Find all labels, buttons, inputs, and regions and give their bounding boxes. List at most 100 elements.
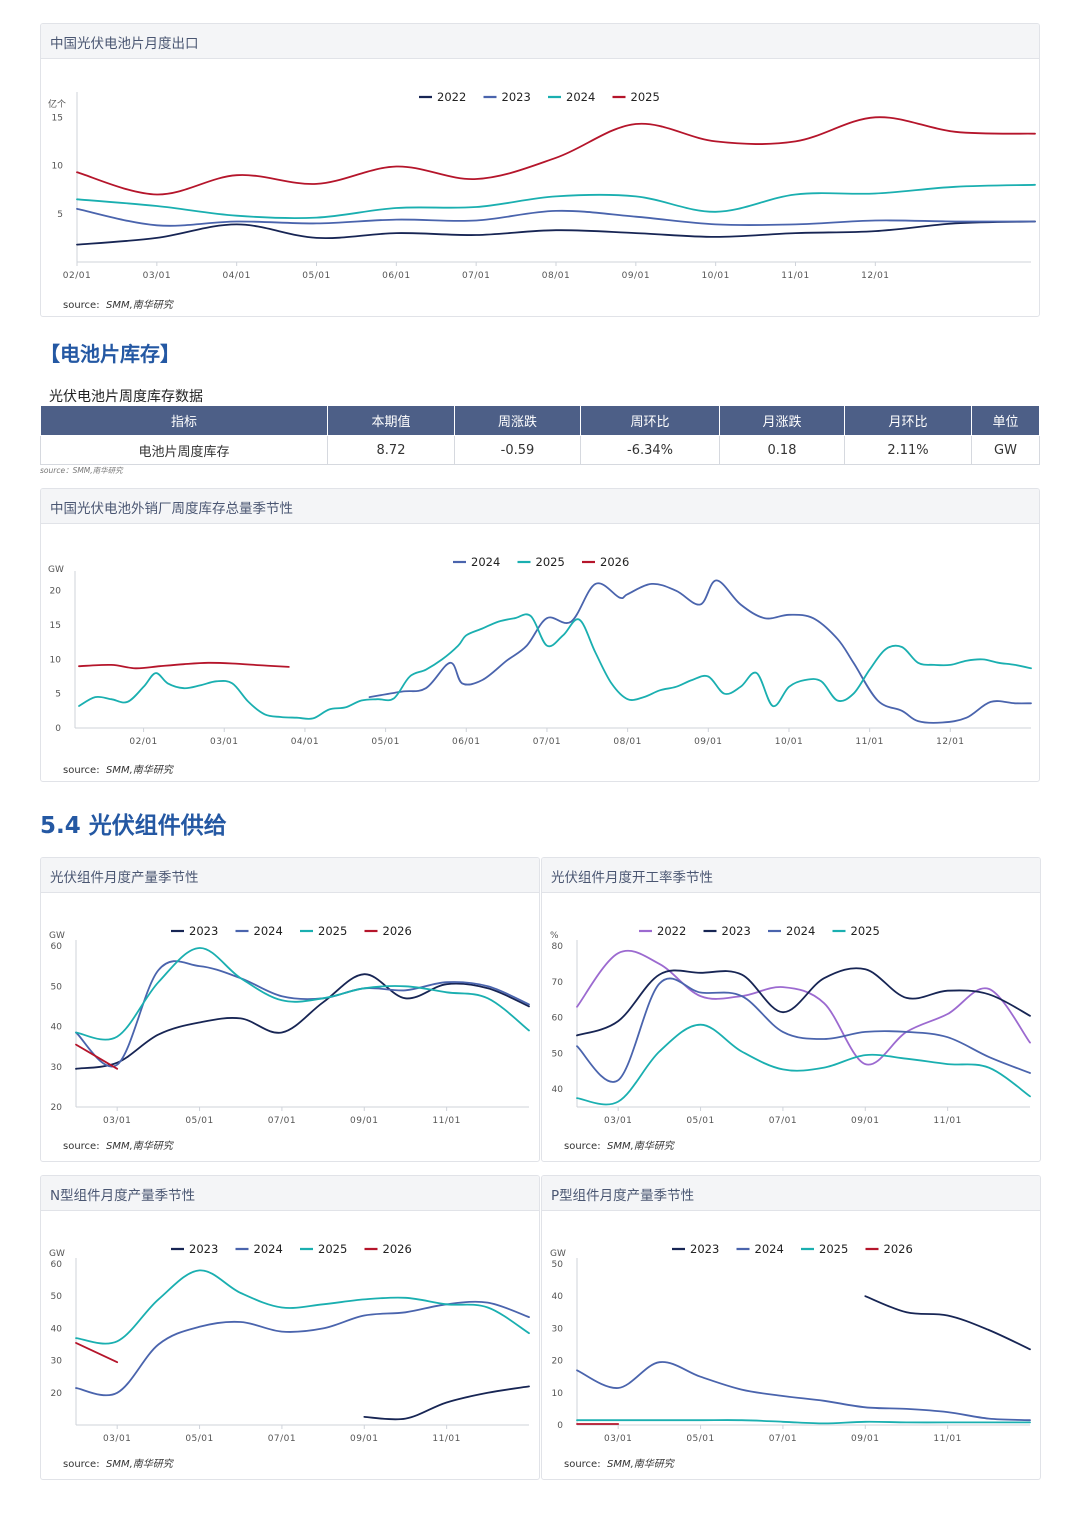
x-tick-label: 12/01 xyxy=(936,737,964,747)
y-tick-label: 60 xyxy=(51,1260,63,1270)
panel-title: 中国光伏电池外销厂周度库存总量季节性 xyxy=(50,501,293,517)
x-tick-label: 09/01 xyxy=(350,1116,378,1126)
y-tick-label: 0 xyxy=(557,1421,563,1431)
inventory-table: 指标 本期值 周涨跌 周环比 月涨跌 月环比 单位 电池片周度库存 8.72 -… xyxy=(40,405,1040,465)
x-tick-label: 07/01 xyxy=(533,737,561,747)
source-text: SMM,南华研究 xyxy=(106,764,175,776)
y-tick-label: 5 xyxy=(55,690,61,700)
x-tick-label: 03/01 xyxy=(103,1116,131,1126)
series-line-2026 xyxy=(75,1342,119,1364)
source-label: source: xyxy=(63,765,100,776)
chart-module-utilization: % 40 50 60 70 80 03/01 05/01 07/01 09/01 11/01 2022… xyxy=(550,924,1031,1152)
x-tick-label: 05/01 xyxy=(185,1116,213,1126)
table-header-cell: 月环比 xyxy=(844,405,972,436)
y-tick-label: 20 xyxy=(51,1389,63,1399)
series-line-2025 xyxy=(78,613,1032,720)
x-tick-label: 09/01 xyxy=(622,271,650,281)
panel-header: 中国光伏电池外销厂周度库存总量季节性 xyxy=(41,489,1039,524)
x-tick-label: 03/01 xyxy=(143,271,171,281)
series-line-2023 xyxy=(76,208,1036,227)
y-tick-label: 60 xyxy=(51,942,63,952)
x-tick-label: 11/01 xyxy=(933,1434,961,1444)
x-tick-label: 07/01 xyxy=(462,271,490,281)
legend-label-2023: 2023 xyxy=(722,924,751,938)
legend-label-2024: 2024 xyxy=(471,555,500,569)
y-tick-label: 50 xyxy=(552,1260,564,1270)
x-tick-label: 06/01 xyxy=(452,737,480,747)
legend-label-2025: 2025 xyxy=(536,555,565,569)
series-line-2023 xyxy=(576,967,1031,1037)
table-title: 光伏电池片周度库存数据 xyxy=(49,389,203,405)
chart-panel-module-utilization: 光伏组件月度开工率季节性 % 40 50 60 70 80 03/01 05/01 07/01 0… xyxy=(541,857,1041,1162)
legend-label-2024: 2024 xyxy=(786,924,815,938)
table-header-row: 指标 本期值 周涨跌 周环比 月涨跌 月环比 单位 xyxy=(40,405,1040,436)
y-tick-label: 30 xyxy=(51,1063,63,1073)
x-tick-label: 09/01 xyxy=(851,1434,879,1444)
series-line-2024 xyxy=(576,977,1031,1083)
x-tick-label: 05/01 xyxy=(302,271,330,281)
y-tick-label: 5 xyxy=(57,210,63,220)
x-tick-label: 06/01 xyxy=(382,271,410,281)
x-tick-label: 04/01 xyxy=(222,271,250,281)
section-heading-module-supply: 5.4 光伏组件供给 xyxy=(40,813,227,839)
source-label: source: xyxy=(63,1141,100,1152)
section-heading-inventory: 【电池片库存】 xyxy=(40,342,180,366)
table-cell: -6.34% xyxy=(580,435,720,465)
y-axis-label: GW xyxy=(550,1249,566,1259)
series-line-2024 xyxy=(368,579,1032,724)
table-header-cell: 指标 xyxy=(40,405,328,436)
x-tick-label: 08/01 xyxy=(613,737,641,747)
x-tick-label: 10/01 xyxy=(775,737,803,747)
y-axis-label: GW xyxy=(49,1249,65,1259)
legend-label-2024: 2024 xyxy=(254,924,283,938)
x-tick-label: 03/01 xyxy=(103,1434,131,1444)
source-label: source: xyxy=(63,1459,100,1470)
series-line-2025 xyxy=(76,116,1036,196)
table-header-cell: 月涨跌 xyxy=(719,405,845,436)
series-line-2023 xyxy=(363,1385,530,1421)
legend-label-2023: 2023 xyxy=(189,924,218,938)
series-line-2025 xyxy=(576,1419,1031,1425)
x-tick-label: 05/01 xyxy=(185,1434,213,1444)
x-tick-label: 11/01 xyxy=(781,271,809,281)
x-tick-label: 04/01 xyxy=(291,737,319,747)
y-tick-label: 80 xyxy=(552,942,564,952)
panel-title: P型组件月度产量季节性 xyxy=(551,1188,695,1204)
y-tick-label: 20 xyxy=(51,1103,63,1113)
series-line-2022 xyxy=(76,220,1036,246)
legend-label-2022: 2022 xyxy=(437,90,466,104)
y-tick-label: 0 xyxy=(55,724,61,734)
legend-label-2023: 2023 xyxy=(189,1242,218,1256)
legend-label-2026: 2026 xyxy=(383,1242,412,1256)
source-text: SMM,南华研究 xyxy=(607,1140,676,1152)
chart-panel-p-type: P型组件月度产量季节性 GW 0 10 20 30 40 50 03/01 05/01 07/01… xyxy=(541,1175,1041,1480)
chart-cell-inventory: GW 0 5 10 15 20 02/01 03/01 04/01 05/01 06/01 07/01… xyxy=(48,555,1032,776)
chart-panel-cell-inventory: 中国光伏电池外销厂周度库存总量季节性 GW 0 5 10 15 20 02/01 03/01 0… xyxy=(40,488,1040,782)
y-tick-label: 15 xyxy=(52,113,63,123)
x-tick-label: 10/01 xyxy=(701,271,729,281)
legend-label-2023: 2023 xyxy=(502,90,531,104)
chart-n-type: GW 20 30 40 50 60 03/01 05/01 07/01 09/01 11/01 202… xyxy=(49,1242,530,1470)
y-tick-label: 30 xyxy=(51,1357,63,1367)
chart-panel-module-output: 光伏组件月度产量季节性 GW 20 30 40 50 60 03/01 05/01 07/01 0… xyxy=(40,857,540,1162)
y-axis-label: 亿个 xyxy=(48,98,66,110)
y-axis-label: % xyxy=(550,931,559,941)
chart-p-type: GW 0 10 20 30 40 50 03/01 05/01 07/01 09/01 11/01 20… xyxy=(550,1242,1031,1470)
source-label: source: xyxy=(63,300,100,311)
y-tick-label: 20 xyxy=(50,587,62,597)
table-header-cell: 本期值 xyxy=(327,405,455,436)
y-tick-label: 50 xyxy=(51,1292,63,1302)
panel-header: P型组件月度产量季节性 xyxy=(542,1176,1040,1211)
x-tick-label: 05/01 xyxy=(686,1434,714,1444)
source-label: source: xyxy=(564,1141,601,1152)
source-label: source: xyxy=(564,1459,601,1470)
panel-title: 中国光伏电池片月度出口 xyxy=(50,36,199,52)
series-line-2024 xyxy=(576,1361,1031,1422)
panel-header: N型组件月度产量季节性 xyxy=(41,1176,539,1211)
panel-header: 光伏组件月度产量季节性 xyxy=(41,858,539,893)
table-row: 电池片周度库存 8.72 -0.59 -6.34% 0.18 2.11% GW xyxy=(40,435,1040,465)
x-tick-label: 07/01 xyxy=(268,1116,296,1126)
y-tick-label: 40 xyxy=(552,1292,564,1302)
table-cell: 电池片周度库存 xyxy=(40,435,328,465)
x-tick-label: 03/01 xyxy=(210,737,238,747)
